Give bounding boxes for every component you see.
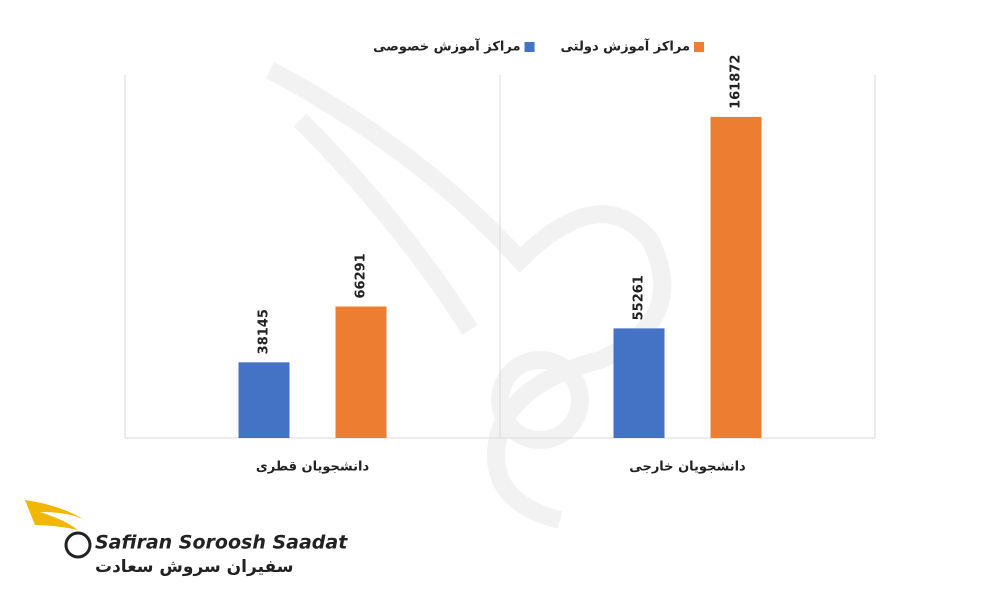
legend-label: مراکز آموزش خصوصی: [373, 38, 520, 55]
data-label: 161872: [729, 55, 744, 109]
bar: [335, 306, 387, 438]
legend-swatch: [524, 42, 535, 52]
logo-mark: [64, 531, 92, 559]
bar: [613, 328, 665, 438]
bar: [710, 116, 762, 438]
logo-text-fa: سفیران سروش سعادت: [95, 557, 293, 577]
data-label: 55261: [632, 275, 647, 320]
logo: Safiran Soroosh Saadat سفیران سروش سعادت: [25, 500, 348, 577]
x-tick-label: دانشجویان قطری: [256, 460, 370, 475]
watermark: [265, 62, 672, 529]
bar: [238, 362, 290, 438]
data-label: 66291: [354, 253, 369, 298]
logo-text: Safiran Soroosh Saadat: [95, 532, 348, 554]
data-label: 38145: [257, 309, 272, 354]
legend-swatch: [694, 42, 704, 52]
logo-wing: [25, 500, 85, 530]
x-tick-label: دانشجویان خارجی: [629, 460, 746, 475]
legend-label: مراکز آموزش دولتی: [561, 38, 690, 55]
